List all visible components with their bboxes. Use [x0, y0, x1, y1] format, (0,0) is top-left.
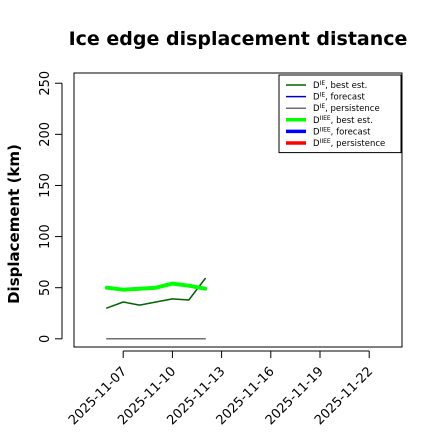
- y-tick-label: 0: [38, 335, 53, 343]
- legend-label: DIIEE, persistence: [313, 138, 385, 149]
- series-layer: [104, 277, 208, 340]
- y-tick-label: 200: [38, 122, 53, 147]
- legend-box: [278, 74, 402, 154]
- series-line-3: [104, 281, 208, 292]
- chart-title: Ice edge displacement distance: [69, 28, 408, 50]
- y-tick-label: 100: [38, 224, 53, 249]
- y-tick-label: 50: [38, 279, 53, 296]
- y-tick-label: 150: [38, 173, 53, 198]
- plot-frame: [73, 72, 403, 348]
- legend-label: DIE, persistence: [313, 103, 380, 114]
- legend-label: DIIEE, forecast: [313, 126, 371, 137]
- legend-label: DIE, best est.: [313, 80, 367, 91]
- legend-label: DIE, forecast: [313, 92, 366, 103]
- y-axis-label: Displacement (km): [5, 144, 23, 304]
- y-axis: 0 50 100 150 200 250: [38, 71, 63, 343]
- x-axis: 2025-11-072025-11-102025-11-132025-11-16…: [66, 350, 376, 428]
- y-tick-label: 250: [38, 71, 53, 96]
- legend-label: DIIEE, best est.: [313, 115, 373, 126]
- series-line-0: [106, 277, 206, 309]
